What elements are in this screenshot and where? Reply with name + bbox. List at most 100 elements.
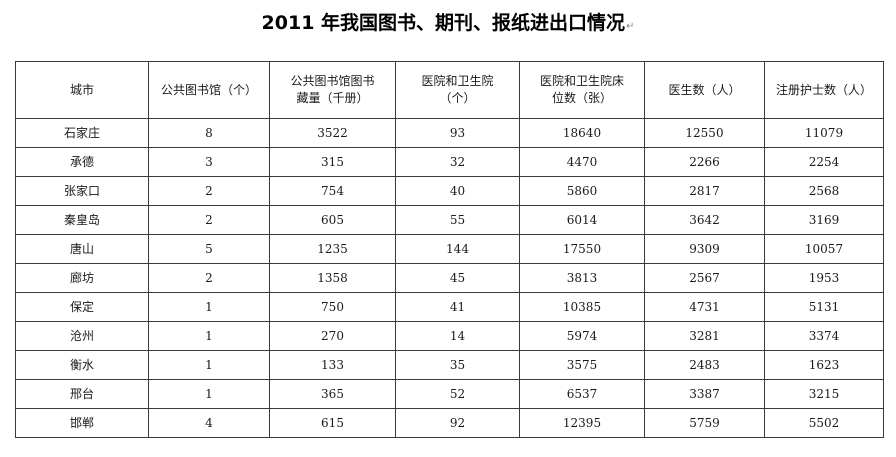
table-row: 廊坊 2 1358 45 3813 2567 1953 bbox=[15, 263, 884, 293]
table-cell-library-book-holdings: 615 bbox=[269, 408, 396, 438]
table-row: 邢台 1 365 52 6537 3387 3215 bbox=[15, 379, 884, 409]
table-cell-library-book-holdings: 1235 bbox=[269, 234, 396, 264]
table-cell-public-library-count: 1 bbox=[148, 379, 270, 409]
city-name-cell: 邯郸 bbox=[15, 408, 149, 438]
table-cell-library-book-holdings: 750 bbox=[269, 292, 396, 322]
column-header-public-library-count: 公共图书馆（个） bbox=[148, 61, 270, 119]
column-header-library-book-holdings: 公共图书馆图书 藏量（千册） bbox=[269, 61, 396, 119]
table-cell-hospital-count: 92 bbox=[395, 408, 520, 438]
column-header-nurse-count: 注册护士数（人） bbox=[764, 61, 884, 119]
table-cell-library-book-holdings: 133 bbox=[269, 350, 396, 380]
table-cell-library-book-holdings: 754 bbox=[269, 176, 396, 206]
table-cell-doctor-count: 4731 bbox=[644, 292, 765, 322]
table-cell-nurse-count: 5131 bbox=[764, 292, 884, 322]
city-name-cell: 廊坊 bbox=[15, 263, 149, 293]
table-row: 衡水 1 133 35 3575 2483 1623 bbox=[15, 350, 884, 380]
table-cell-doctor-count: 12550 bbox=[644, 118, 765, 148]
table-cell-hospital-count: 41 bbox=[395, 292, 520, 322]
table-cell-hospital-bed-count: 17550 bbox=[519, 234, 645, 264]
city-name-cell: 沧州 bbox=[15, 321, 149, 351]
table-cell-hospital-bed-count: 3575 bbox=[519, 350, 645, 380]
table-cell-doctor-count: 2567 bbox=[644, 263, 765, 293]
column-header-line: 医院和卫生院床 bbox=[539, 74, 624, 88]
column-header-line: 藏量（千册） bbox=[296, 91, 369, 105]
table-cell-library-book-holdings: 1358 bbox=[269, 263, 396, 293]
table-cell-nurse-count: 3374 bbox=[764, 321, 884, 351]
document-title: 2011 年我国图书、期刊、报纸进出口情况↵ bbox=[0, 8, 896, 42]
table-cell-nurse-count: 11079 bbox=[764, 118, 884, 148]
table-cell-doctor-count: 2483 bbox=[644, 350, 765, 380]
paragraph-mark: ↵ bbox=[626, 21, 635, 32]
table-cell-hospital-count: 32 bbox=[395, 147, 520, 177]
table-cell-hospital-count: 14 bbox=[395, 321, 520, 351]
table-row: 秦皇岛 2 605 55 6014 3642 3169 bbox=[15, 205, 884, 235]
table-cell-hospital-bed-count: 5860 bbox=[519, 176, 645, 206]
table-cell-hospital-bed-count: 5974 bbox=[519, 321, 645, 351]
table-cell-hospital-bed-count: 6014 bbox=[519, 205, 645, 235]
city-name-cell: 保定 bbox=[15, 292, 149, 322]
table-cell-hospital-count: 52 bbox=[395, 379, 520, 409]
table-row: 承德 3 315 32 4470 2266 2254 bbox=[15, 147, 884, 177]
table-cell-hospital-count: 144 bbox=[395, 234, 520, 264]
column-header-line: 位数（张） bbox=[551, 91, 612, 105]
table-cell-doctor-count: 3387 bbox=[644, 379, 765, 409]
table-cell-nurse-count: 1623 bbox=[764, 350, 884, 380]
table-row: 石家庄 8 3522 93 18640 12550 11079 bbox=[15, 118, 884, 148]
table-cell-public-library-count: 2 bbox=[148, 263, 270, 293]
table-header: 城市 公共图书馆（个） 公共图书馆图书 藏量（千册） 医院和卫生院 （个） 医院和卫生院床位… bbox=[15, 61, 884, 119]
table-cell-doctor-count: 9309 bbox=[644, 234, 765, 264]
table-row: 保定 1 750 41 10385 4731 5131 bbox=[15, 292, 884, 322]
table-cell-public-library-count: 1 bbox=[148, 292, 270, 322]
table-cell-hospital-count: 45 bbox=[395, 263, 520, 293]
table-cell-doctor-count: 3281 bbox=[644, 321, 765, 351]
table-cell-hospital-bed-count: 4470 bbox=[519, 147, 645, 177]
table-cell-nurse-count: 3169 bbox=[764, 205, 884, 235]
city-name-cell: 承德 bbox=[15, 147, 149, 177]
table-cell-public-library-count: 2 bbox=[148, 176, 270, 206]
column-header-line: 城市 bbox=[69, 82, 94, 97]
table-cell-public-library-count: 4 bbox=[148, 408, 270, 438]
table-row: 张家口 2 754 40 5860 2817 2568 bbox=[15, 176, 884, 206]
table-cell-hospital-bed-count: 3813 bbox=[519, 263, 645, 293]
table-row: 沧州 1 270 14 5974 3281 3374 bbox=[15, 321, 884, 351]
column-header-doctor-count: 医生数（人） bbox=[644, 61, 765, 119]
table-cell-library-book-holdings: 605 bbox=[269, 205, 396, 235]
table-cell-library-book-holdings: 365 bbox=[269, 379, 396, 409]
column-header-line: 公共图书馆图书 bbox=[290, 74, 375, 88]
table-cell-public-library-count: 2 bbox=[148, 205, 270, 235]
column-header-line: 公共图书馆（个） bbox=[160, 82, 257, 97]
table-cell-hospital-bed-count: 18640 bbox=[519, 118, 645, 148]
table-cell-doctor-count: 2266 bbox=[644, 147, 765, 177]
column-header-line: 注册护士数（人） bbox=[775, 82, 872, 97]
table-cell-public-library-count: 1 bbox=[148, 321, 270, 351]
table-cell-nurse-count: 2568 bbox=[764, 176, 884, 206]
table-cell-nurse-count: 5502 bbox=[764, 408, 884, 438]
table-cell-hospital-bed-count: 12395 bbox=[519, 408, 645, 438]
column-header-hospital-bed-count: 医院和卫生院床 位数（张） bbox=[519, 61, 645, 119]
column-header-city: 城市 bbox=[15, 61, 149, 119]
table-row: 邯郸 4 615 92 12395 5759 5502 bbox=[15, 408, 884, 438]
table-cell-nurse-count: 3215 bbox=[764, 379, 884, 409]
table-cell-library-book-holdings: 315 bbox=[269, 147, 396, 177]
city-name-cell: 秦皇岛 bbox=[15, 205, 149, 235]
column-header-line: 医院和卫生院 bbox=[421, 74, 494, 88]
column-header-hospital-count: 医院和卫生院 （个） bbox=[395, 61, 520, 119]
header-row: 城市 公共图书馆（个） 公共图书馆图书 藏量（千册） 医院和卫生院 （个） 医院和卫生院床位… bbox=[15, 61, 884, 119]
table-row: 唐山 5 1235 144 17550 9309 10057 bbox=[15, 234, 884, 264]
table-cell-public-library-count: 1 bbox=[148, 350, 270, 380]
table-cell-public-library-count: 5 bbox=[148, 234, 270, 264]
table-cell-public-library-count: 3 bbox=[148, 147, 270, 177]
title-text: 2011 年我国图书、期刊、报纸进出口情况 bbox=[261, 12, 626, 34]
table-cell-hospital-count: 40 bbox=[395, 176, 520, 206]
table-cell-nurse-count: 10057 bbox=[764, 234, 884, 264]
column-header-line: 医生数（人） bbox=[668, 82, 741, 97]
table-cell-hospital-count: 55 bbox=[395, 205, 520, 235]
table-cell-nurse-count: 2254 bbox=[764, 147, 884, 177]
city-name-cell: 邢台 bbox=[15, 379, 149, 409]
city-name-cell: 张家口 bbox=[15, 176, 149, 206]
table-body: 石家庄 8 3522 93 18640 12550 11079 承德 3 315 32 4470 226… bbox=[15, 118, 884, 438]
table-cell-doctor-count: 3642 bbox=[644, 205, 765, 235]
city-name-cell: 衡水 bbox=[15, 350, 149, 380]
table-cell-hospital-count: 35 bbox=[395, 350, 520, 380]
table-cell-library-book-holdings: 3522 bbox=[269, 118, 396, 148]
